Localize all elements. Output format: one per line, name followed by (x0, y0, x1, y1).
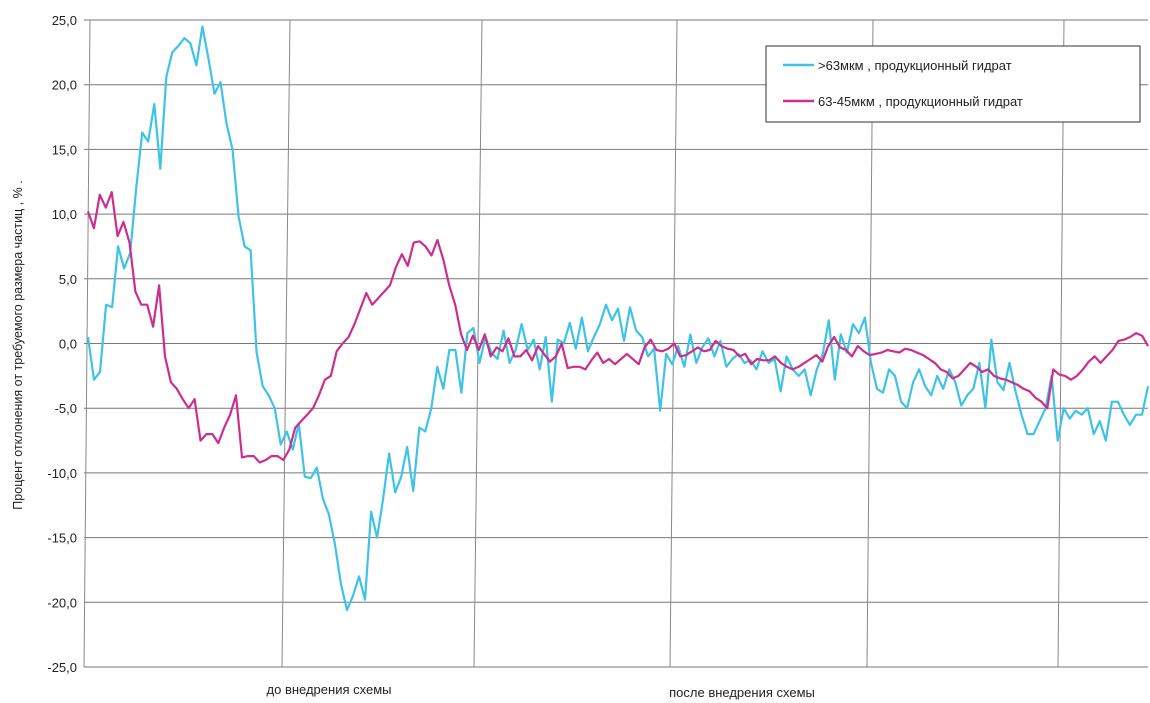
series-layer (86, 25, 1150, 612)
legend-label: 63-45мкм , продукционный гидрат (818, 94, 1023, 109)
v-gridline (83, 19, 91, 668)
y-tick-label: -15,0 (47, 531, 77, 546)
legend-label: >63мкм , продукционный гидрат (818, 58, 1012, 73)
x-category-label: после внедрения схемы (669, 685, 815, 700)
y-tick-label: 0,0 (59, 337, 77, 352)
y-axis-ticks: 25,0 20,0 15,0 10,0 5,0 0,0 -5,0 -10,0 -15,0 -20,… (47, 13, 77, 675)
v-gridline (1057, 19, 1065, 668)
series-line-1 (86, 191, 1149, 464)
y-axis-label: Процент отклонения от требуемого размера… (11, 180, 25, 509)
y-tick-label: 15,0 (52, 142, 77, 157)
x-axis-categories: до внедрения схемы после внедрения схемы (267, 682, 815, 700)
legend: >63мкм , продукционный гидрат 63-45мкм ,… (765, 45, 1141, 123)
v-gridline (866, 19, 874, 668)
y-tick-label: 5,0 (59, 272, 77, 287)
y-tick-label: -10,0 (47, 466, 77, 481)
y-tick-label: 10,0 (52, 207, 77, 222)
x-category-label: до внедрения схемы (267, 682, 392, 697)
y-tick-label: -5,0 (55, 401, 77, 416)
y-tick-label: -25,0 (47, 660, 77, 675)
grid (83, 19, 1148, 668)
y-tick-label: 25,0 (52, 13, 77, 28)
legend-box (765, 45, 1141, 123)
y-tick-label: -20,0 (47, 595, 77, 610)
y-tick-label: 20,0 (52, 78, 77, 93)
series-line-0 (86, 25, 1150, 612)
v-gridline (473, 19, 483, 668)
v-gridline (281, 19, 291, 668)
